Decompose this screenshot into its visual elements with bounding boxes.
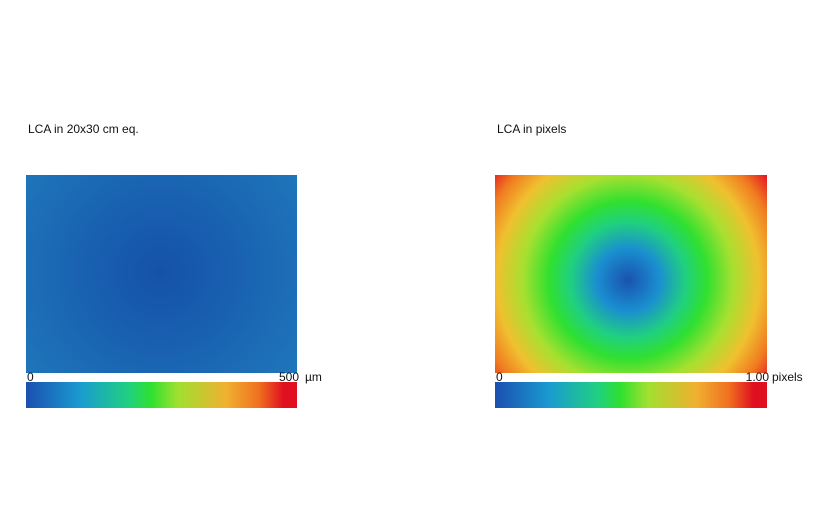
tick-label: 0 bbox=[27, 370, 34, 384]
heatmap bbox=[26, 175, 297, 373]
tick-label: 500 bbox=[279, 370, 299, 384]
panel-title: LCA in pixels bbox=[497, 122, 566, 136]
unit-label: pixels bbox=[772, 370, 803, 384]
panel-title: LCA in 20x30 cm eq. bbox=[28, 122, 139, 136]
heatmap bbox=[495, 175, 767, 373]
colorbar bbox=[495, 382, 767, 408]
tick-label: 0 bbox=[496, 370, 503, 384]
colorbar bbox=[26, 382, 297, 408]
unit-label: µm bbox=[305, 370, 322, 384]
tick-label: 1.00 bbox=[746, 370, 770, 384]
